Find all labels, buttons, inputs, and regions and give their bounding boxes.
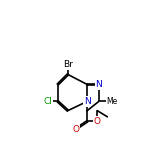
Text: O: O	[72, 125, 79, 134]
Text: O: O	[94, 117, 101, 126]
Text: N: N	[95, 80, 102, 89]
Text: Cl: Cl	[43, 97, 52, 106]
Text: Me: Me	[106, 97, 118, 106]
Text: N: N	[84, 97, 91, 106]
Text: Br: Br	[63, 60, 73, 69]
